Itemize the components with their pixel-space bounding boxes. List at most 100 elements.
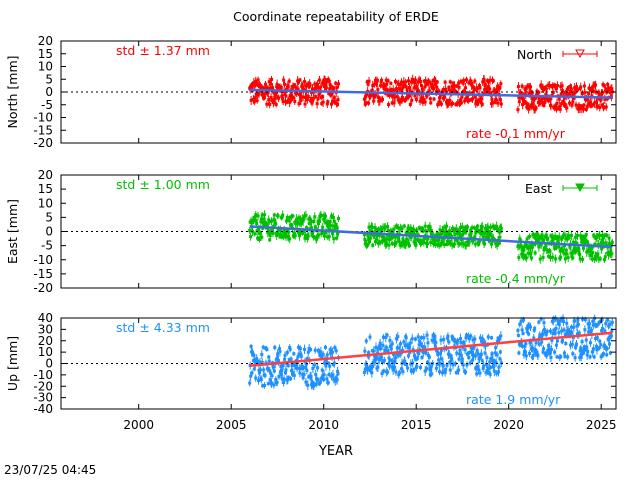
data-point bbox=[598, 234, 602, 238]
data-point bbox=[258, 368, 262, 372]
data-point bbox=[467, 337, 471, 341]
data-point bbox=[601, 241, 605, 245]
data-point bbox=[310, 87, 314, 91]
data-point bbox=[318, 353, 322, 357]
data-point bbox=[374, 93, 378, 97]
data-point bbox=[459, 341, 463, 345]
data-point bbox=[297, 216, 301, 220]
data-point bbox=[561, 338, 565, 342]
data-point bbox=[491, 79, 495, 83]
data-point bbox=[474, 365, 478, 369]
data-point bbox=[591, 251, 595, 255]
data-point bbox=[458, 348, 462, 352]
data-point bbox=[437, 244, 441, 248]
data-point bbox=[298, 78, 302, 82]
data-point bbox=[335, 226, 339, 230]
data-point bbox=[319, 85, 323, 89]
data-point bbox=[384, 335, 388, 339]
data-point bbox=[260, 360, 264, 364]
data-point bbox=[465, 363, 469, 367]
data-point bbox=[336, 102, 340, 106]
data-point bbox=[571, 352, 575, 356]
data-point bbox=[560, 84, 564, 88]
y-axis-label: North [mm] bbox=[5, 55, 20, 128]
data-point bbox=[248, 229, 252, 233]
data-point bbox=[382, 369, 386, 373]
data-point bbox=[489, 356, 493, 360]
data-point bbox=[579, 85, 583, 89]
data-point bbox=[542, 347, 546, 351]
data-point bbox=[286, 378, 290, 382]
data-point bbox=[252, 367, 256, 371]
data-point bbox=[275, 380, 279, 384]
data-point bbox=[316, 378, 320, 382]
data-point bbox=[560, 329, 564, 333]
data-point bbox=[390, 236, 394, 240]
data-point bbox=[371, 243, 375, 247]
data-point bbox=[552, 328, 556, 332]
data-point bbox=[322, 217, 326, 221]
data-point bbox=[603, 255, 607, 259]
data-point bbox=[292, 96, 296, 100]
data-point bbox=[299, 354, 303, 358]
data-point bbox=[281, 100, 285, 104]
data-point bbox=[590, 350, 594, 354]
data-point bbox=[455, 239, 459, 243]
data-point bbox=[466, 352, 470, 356]
data-point bbox=[389, 347, 393, 351]
data-point bbox=[489, 225, 493, 229]
data-point bbox=[424, 83, 428, 87]
data-point bbox=[404, 243, 408, 247]
data-point bbox=[554, 327, 558, 331]
data-point bbox=[517, 256, 521, 260]
data-point bbox=[521, 103, 525, 107]
data-point bbox=[484, 83, 488, 87]
data-point bbox=[324, 86, 328, 90]
y-tick-label: -30 bbox=[33, 391, 53, 405]
data-point bbox=[572, 325, 576, 329]
data-point bbox=[381, 343, 385, 347]
data-point bbox=[258, 236, 262, 240]
data-point bbox=[545, 353, 549, 357]
data-point bbox=[527, 332, 531, 336]
data-point bbox=[262, 223, 266, 227]
data-point bbox=[321, 100, 325, 104]
data-point bbox=[385, 237, 389, 241]
x-tick-label: 2020 bbox=[493, 418, 524, 432]
data-point bbox=[398, 100, 402, 104]
data-point bbox=[485, 368, 489, 372]
data-point bbox=[497, 230, 501, 234]
data-point bbox=[363, 367, 367, 371]
data-point bbox=[546, 236, 550, 240]
data-point bbox=[410, 98, 414, 102]
rate-label: rate 1.9 mm/yr bbox=[466, 392, 561, 407]
data-point bbox=[601, 91, 605, 95]
data-point bbox=[518, 322, 522, 326]
data-point bbox=[419, 365, 423, 369]
data-point bbox=[533, 326, 537, 330]
data-point bbox=[464, 370, 468, 374]
data-point bbox=[563, 354, 567, 358]
data-point bbox=[602, 106, 606, 110]
data-point bbox=[271, 231, 275, 235]
data-point bbox=[327, 362, 331, 366]
data-point bbox=[499, 226, 503, 230]
data-point bbox=[423, 369, 427, 373]
data-point bbox=[588, 254, 592, 258]
data-point bbox=[435, 243, 439, 247]
data-point bbox=[605, 347, 609, 351]
data-point bbox=[564, 342, 568, 346]
data-point bbox=[413, 78, 417, 82]
data-point bbox=[417, 78, 421, 82]
data-point bbox=[393, 365, 397, 369]
data-point bbox=[595, 336, 599, 340]
data-point bbox=[544, 332, 548, 336]
data-point bbox=[383, 225, 387, 229]
data-point bbox=[283, 91, 287, 95]
data-point bbox=[477, 368, 481, 372]
data-point bbox=[571, 92, 575, 96]
data-point bbox=[490, 97, 494, 101]
data-point bbox=[327, 227, 331, 231]
data-point bbox=[435, 80, 439, 84]
